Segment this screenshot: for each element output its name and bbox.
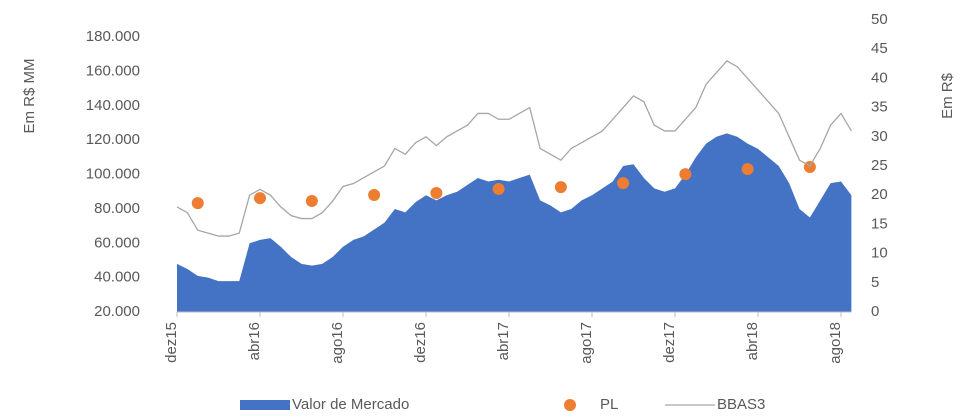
y2-tick-label: 35 <box>871 99 888 116</box>
y2-tick-label: 15 <box>871 215 888 232</box>
line <box>176 60 852 237</box>
point <box>368 189 381 202</box>
area <box>177 133 852 312</box>
point <box>741 163 754 176</box>
x-tick-label: ago17 <box>578 322 595 364</box>
x-tick-label: abr18 <box>744 322 761 360</box>
x-tick-label: dez17 <box>661 322 678 363</box>
x-tick-label: dez15 <box>163 322 180 363</box>
point <box>254 192 266 205</box>
y-axis-label: Em R$ MM <box>21 59 38 134</box>
y2-tick-label: 45 <box>871 40 888 57</box>
legend-label: PL <box>600 396 618 413</box>
x-tick-label: ago16 <box>329 322 346 364</box>
y-tick-label: 100.000 <box>86 166 140 183</box>
y2-tick-label: 5 <box>871 274 879 291</box>
point <box>305 195 318 208</box>
point <box>191 197 204 210</box>
x-tick-label: abr17 <box>495 322 512 360</box>
point <box>617 177 630 190</box>
y-tick-label: 20.000 <box>94 303 140 320</box>
point <box>492 183 505 196</box>
y2-tick-label: 40 <box>871 69 888 86</box>
x-tick-label: ago18 <box>827 322 844 364</box>
y2-axis-label: Em R$ <box>939 72 956 119</box>
point <box>803 161 816 174</box>
y-tick-label: 80.000 <box>94 200 140 217</box>
y-tick-label: 40.000 <box>94 269 140 286</box>
x-tick-label: dez16 <box>412 322 429 363</box>
y2-tick-label: 20 <box>871 186 888 203</box>
legend-label: Valor de Mercado <box>292 396 409 413</box>
y-tick-label: 60.000 <box>94 234 140 251</box>
y2-tick-label: 0 <box>871 303 879 320</box>
y-tick-label: 140.000 <box>86 97 140 114</box>
y2-tick-label: 50 <box>871 11 888 28</box>
x-tick-label: abr16 <box>246 322 263 360</box>
y2-tick-label: 30 <box>871 128 888 145</box>
y-tick-label: 180.000 <box>86 28 140 45</box>
y-tick-label: 120.000 <box>86 131 140 148</box>
point <box>554 181 567 194</box>
legend-swatch <box>240 400 290 410</box>
point <box>679 168 692 181</box>
point <box>430 186 443 199</box>
y-tick-label: 160.000 <box>86 62 140 79</box>
y2-tick-label: 25 <box>871 157 888 174</box>
legend-swatch <box>564 399 576 411</box>
y2-tick-label: 10 <box>871 245 888 262</box>
legend-label: BBAS3 <box>717 396 765 413</box>
